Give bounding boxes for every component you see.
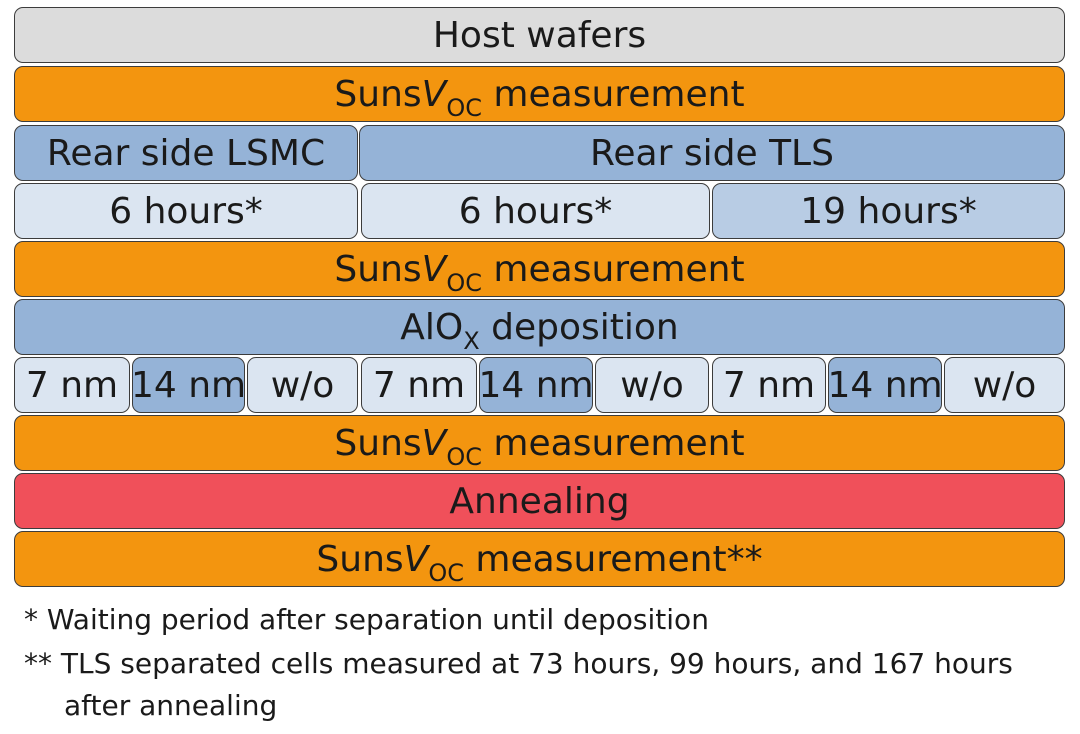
footnote-waiting-period: * Waiting period after separation until … <box>24 603 709 636</box>
sunsvoc-label-3: Suns V OC measurement <box>334 422 745 471</box>
thickness-label: 7 nm <box>25 364 119 406</box>
host-wafers-box: Host wafers <box>14 7 1065 63</box>
measurement-text: measurement <box>481 422 745 464</box>
sunsvoc-label-4: Suns V OC measurement** <box>316 538 763 587</box>
suns-prefix: Suns <box>334 73 422 115</box>
alox-deposition-box: AlO X deposition <box>14 299 1065 355</box>
tls6-wo-box: w/o <box>595 357 709 413</box>
lsmc-14nm-box: 14 nm <box>132 357 245 413</box>
oc-subscript: OC <box>428 558 464 587</box>
sunsvoc-measurement-box-3: Suns V OC measurement <box>14 415 1065 471</box>
host-wafers-label: Host wafers <box>432 14 647 56</box>
lsmc-6-hours-box: 6 hours* <box>14 183 358 239</box>
suns-prefix: Suns <box>334 248 422 290</box>
rear-side-lsmc-box: Rear side LSMC <box>14 125 358 181</box>
sunsvoc-measurement-box-2: Suns V OC measurement <box>14 241 1065 297</box>
thickness-label: 14 nm <box>479 364 593 406</box>
sunsvoc-measurement-box-1: Suns V OC measurement <box>14 66 1065 122</box>
thickness-label: w/o <box>270 364 335 406</box>
measurement-double-asterisk-text: measurement** <box>463 538 763 580</box>
tls6-7nm-box: 7 nm <box>361 357 477 413</box>
measurement-text: measurement <box>481 73 745 115</box>
sunsvoc-label-1: Suns V OC measurement <box>334 73 745 122</box>
lsmc-6-hours-label: 6 hours* <box>109 190 263 232</box>
tls19-14nm-box: 14 nm <box>828 357 942 413</box>
thickness-label: w/o <box>972 364 1037 406</box>
suns-prefix: Suns <box>334 422 422 464</box>
tls19-wo-box: w/o <box>944 357 1065 413</box>
sunsvoc-label-2: Suns V OC measurement <box>334 248 745 297</box>
tls-6-hours-label: 6 hours* <box>458 190 613 232</box>
tls6-14nm-box: 14 nm <box>479 357 593 413</box>
measurement-text: measurement <box>481 248 745 290</box>
footnote-tls-measurement-continued: after annealing <box>64 689 278 722</box>
sunsvoc-measurement-box-4: Suns V OC measurement** <box>14 531 1065 587</box>
thickness-label: 14 nm <box>828 364 942 406</box>
x-subscript: X <box>463 326 480 355</box>
thickness-label: 7 nm <box>372 364 466 406</box>
thickness-label: 7 nm <box>722 364 816 406</box>
thickness-label: w/o <box>620 364 684 406</box>
annealing-box: Annealing <box>14 473 1065 529</box>
alo-text: AlO <box>400 306 464 348</box>
deposition-text: deposition <box>479 306 679 348</box>
lsmc-7nm-box: 7 nm <box>14 357 130 413</box>
tls-19-hours-label: 19 hours* <box>800 190 977 232</box>
alox-deposition-label: AlO X deposition <box>400 306 679 355</box>
v-symbol: V <box>421 248 447 290</box>
tls-6-hours-box: 6 hours* <box>361 183 710 239</box>
rear-side-tls-box: Rear side TLS <box>359 125 1065 181</box>
lsmc-wo-box: w/o <box>247 357 358 413</box>
oc-subscript: OC <box>446 93 482 122</box>
v-symbol: V <box>421 73 447 115</box>
suns-prefix: Suns <box>316 538 404 580</box>
v-symbol: V <box>403 538 429 580</box>
annealing-label: Annealing <box>449 480 630 522</box>
tls19-7nm-box: 7 nm <box>712 357 826 413</box>
tls-19-hours-box: 19 hours* <box>712 183 1065 239</box>
rear-side-lsmc-label: Rear side LSMC <box>46 132 326 174</box>
oc-subscript: OC <box>446 268 482 297</box>
rear-side-tls-label: Rear side TLS <box>590 132 834 174</box>
v-symbol: V <box>421 422 447 464</box>
thickness-label: 14 nm <box>132 364 245 406</box>
oc-subscript: OC <box>446 442 482 471</box>
footnote-tls-measurement: ** TLS separated cells measured at 73 ho… <box>24 647 1013 680</box>
